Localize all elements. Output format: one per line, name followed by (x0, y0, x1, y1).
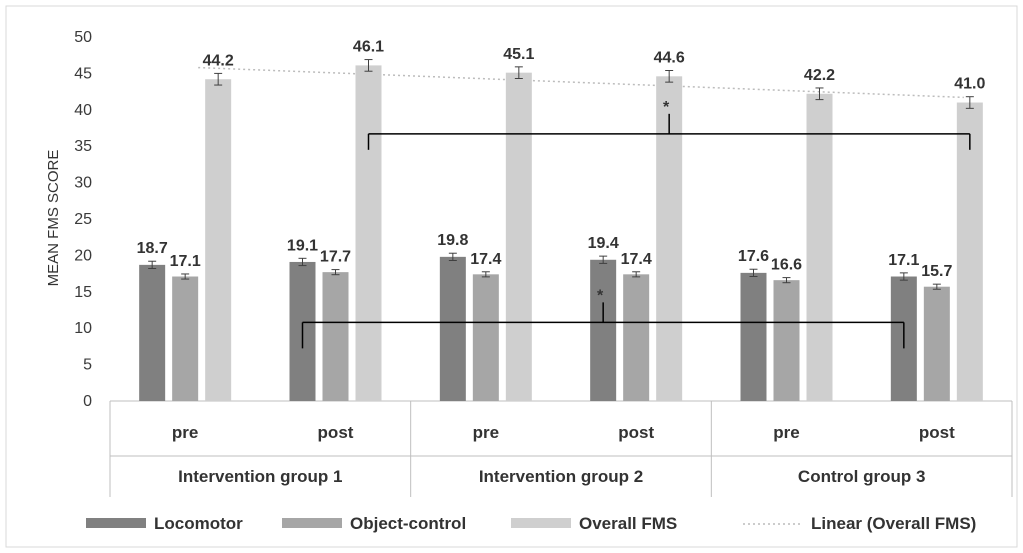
y-tick-label: 25 (74, 211, 92, 228)
data-labels: 18.7 19.1 19.8 19.4 17.6 17.1 17.1 17.7 17.4 17.4… (137, 39, 986, 281)
legend-label: Overall FMS (579, 514, 677, 533)
significance-star: * (663, 99, 670, 116)
data-label: 46.1 (353, 39, 384, 56)
bar (439, 256, 466, 401)
data-label: 44.2 (203, 52, 234, 69)
category-label: post (318, 423, 354, 442)
bar (923, 286, 950, 401)
data-label: 17.1 (170, 253, 201, 270)
y-tick-label: 40 (74, 102, 92, 119)
legend-label: Linear (Overall FMS) (811, 514, 976, 533)
y-tick-label: 30 (74, 175, 92, 192)
error-bars (148, 59, 974, 290)
bar (139, 264, 166, 401)
y-tick-label: 10 (74, 320, 92, 337)
data-label: 17.4 (621, 251, 652, 268)
data-label: 41.0 (954, 76, 985, 93)
data-label: 15.7 (921, 263, 952, 280)
bar (205, 79, 232, 401)
bars (139, 65, 983, 402)
data-label: 18.7 (137, 240, 168, 257)
legend-label: Object-control (350, 514, 466, 533)
data-label: 42.2 (804, 67, 835, 84)
bar (505, 72, 532, 401)
data-label: 19.4 (588, 235, 619, 252)
significance-star: * (597, 287, 604, 304)
data-label: 17.1 (888, 252, 919, 269)
significance-brackets: ** (301, 99, 971, 349)
data-label: 19.1 (287, 237, 318, 254)
data-label: 44.6 (654, 49, 685, 66)
legend-swatch (282, 518, 342, 528)
group-label: Intervention group 1 (178, 467, 342, 486)
legend-swatch (511, 518, 571, 528)
y-tick-label: 15 (74, 284, 92, 301)
data-label: 45.1 (503, 46, 534, 63)
category-label: pre (473, 423, 499, 442)
y-tick-label: 20 (74, 247, 92, 264)
bar (740, 272, 767, 401)
legend-label: Locomotor (154, 514, 243, 533)
bar (355, 65, 382, 401)
bar (172, 276, 199, 401)
y-tick-label: 5 (83, 357, 92, 374)
y-tick-label: 50 (74, 29, 92, 46)
y-tick-label: 0 (83, 393, 92, 410)
category-labels: pre post pre post pre post Intervention group … (172, 423, 955, 486)
data-label: 17.4 (470, 251, 501, 268)
data-label: 19.8 (437, 232, 468, 249)
data-label: 16.6 (771, 257, 802, 274)
y-tick-label: 35 (74, 138, 92, 155)
y-tick-label: 45 (74, 65, 92, 82)
legend-swatch (86, 518, 146, 528)
bar (472, 274, 499, 401)
category-label: post (618, 423, 654, 442)
group-label: Intervention group 2 (479, 467, 643, 486)
bar (322, 272, 349, 401)
group-label: Control group 3 (798, 467, 925, 486)
bar (590, 259, 617, 401)
category-label: pre (773, 423, 799, 442)
bar (623, 274, 650, 401)
bar (806, 93, 833, 401)
data-label: 17.7 (320, 249, 351, 266)
bar (773, 280, 800, 401)
y-axis-title: MEAN FMS SCORE (45, 150, 62, 287)
category-label: post (919, 423, 955, 442)
legend: Locomotor Object-control Overall FMS Linear… (86, 514, 976, 533)
data-label: 17.6 (738, 248, 769, 265)
bar (956, 102, 983, 402)
category-label: pre (172, 423, 198, 442)
axes: 0 5 10 15 20 25 30 35 40 45 50 (74, 29, 1013, 497)
